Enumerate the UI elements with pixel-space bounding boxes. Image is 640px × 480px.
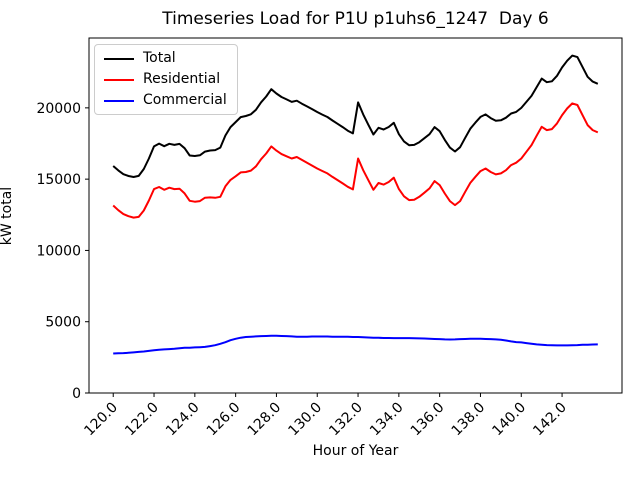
x-tick-label: 138.0 <box>449 400 489 440</box>
legend-label-residential: Residential <box>143 71 221 87</box>
y-tick-label: 20000 <box>36 101 81 117</box>
legend-entry-commercial: Commercial <box>104 92 227 109</box>
legend-entry-total: Total <box>104 50 227 67</box>
x-tick-label: 130.0 <box>285 400 325 440</box>
x-tick-label: 128.0 <box>245 400 285 440</box>
x-tick-label: 142.0 <box>530 400 570 440</box>
y-tick-label: 5000 <box>45 315 81 331</box>
x-tick-label: 140.0 <box>489 400 529 440</box>
x-tick-label: 124.0 <box>163 400 203 440</box>
x-tick-label: 122.0 <box>122 400 162 440</box>
legend-line-swatch-total <box>104 57 134 60</box>
series-line-commercial <box>113 334 598 355</box>
x-axis-label: Hour of Year <box>312 443 399 459</box>
x-tick-label: 126.0 <box>204 400 244 440</box>
x-tick-label: 120.0 <box>81 400 121 440</box>
y-tick-label: 0 <box>72 386 81 402</box>
x-tick-label: 134.0 <box>367 400 407 440</box>
series-line-residential <box>112 102 599 219</box>
legend: Total Residential Commercial <box>94 44 238 115</box>
plot-frame <box>88 37 623 394</box>
y-tick-label: 10000 <box>36 243 81 259</box>
legend-line-swatch-commercial <box>104 99 134 102</box>
series-line-total <box>112 54 599 178</box>
legend-label-total: Total <box>143 50 176 66</box>
legend-entry-residential: Residential <box>104 71 227 88</box>
chart-title: Timeseries Load for P1U p1uhs6_1247 Day … <box>162 9 549 29</box>
x-tick-label: 136.0 <box>408 400 448 440</box>
x-tick-label: 132.0 <box>326 400 366 440</box>
legend-label-commercial: Commercial <box>143 92 227 108</box>
y-axis-label: kW total <box>0 186 15 246</box>
y-tick-label: 15000 <box>36 172 81 188</box>
legend-line-swatch-residential <box>104 78 134 81</box>
